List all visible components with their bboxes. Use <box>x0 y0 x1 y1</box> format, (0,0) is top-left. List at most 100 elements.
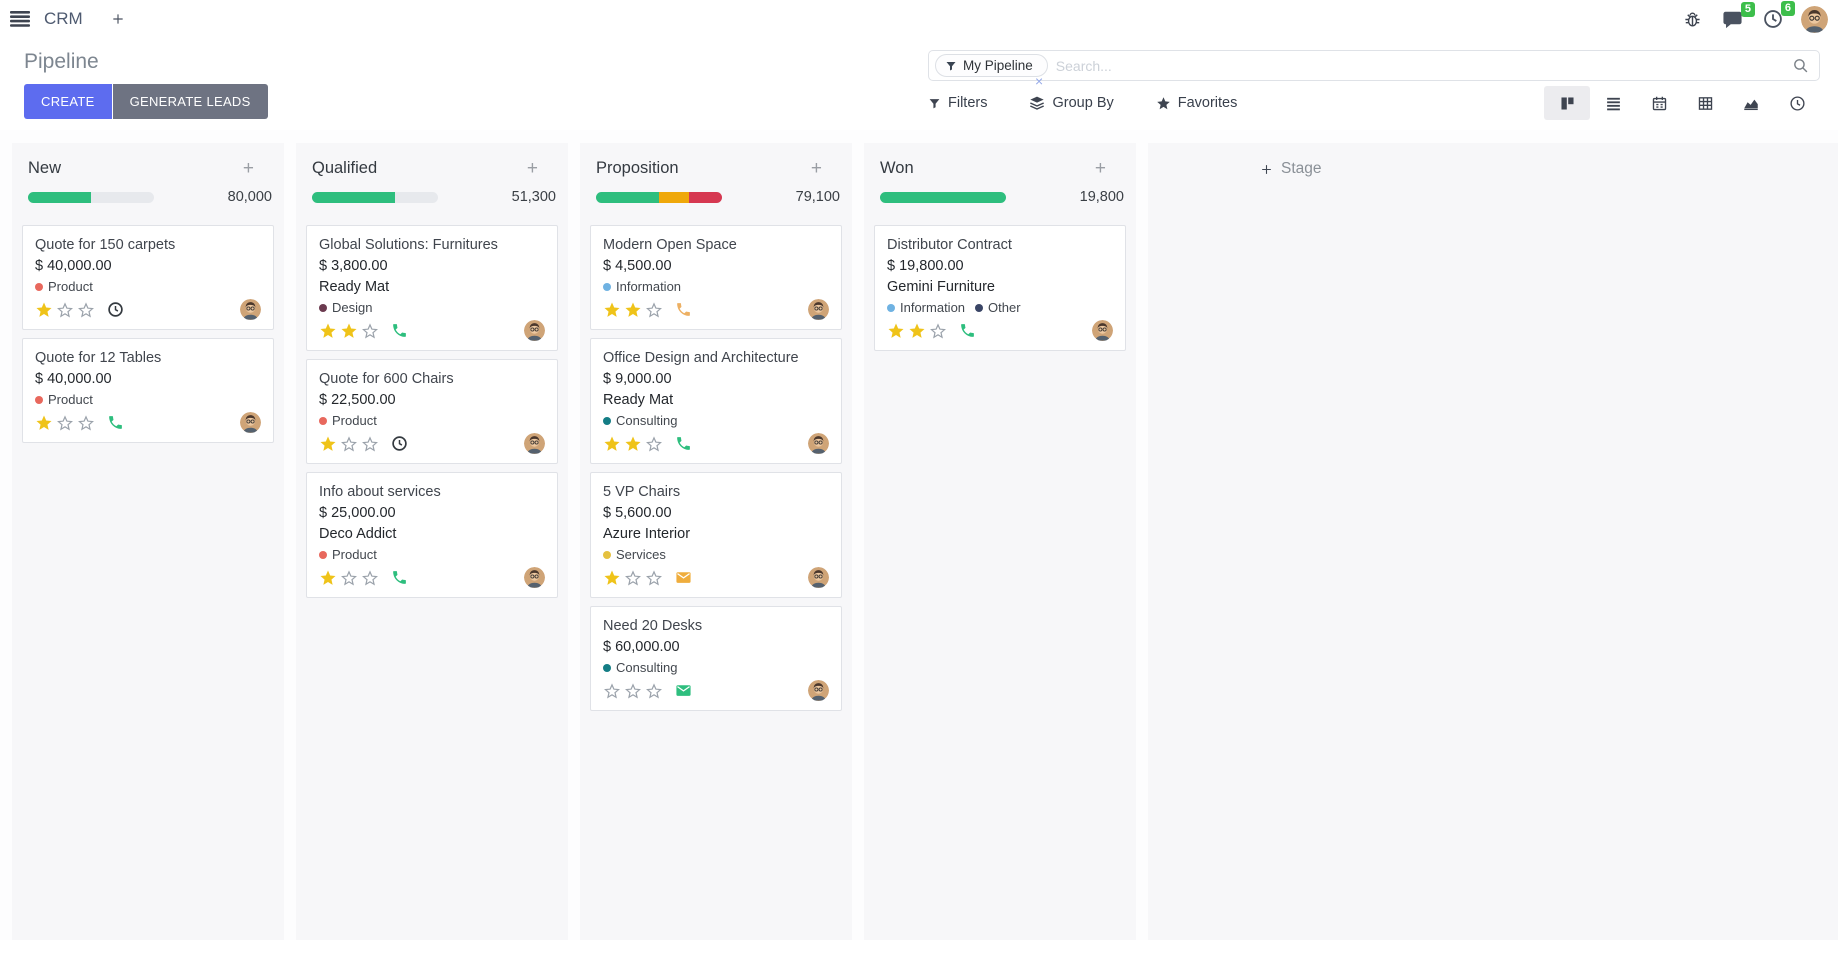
view-pivot-icon[interactable] <box>1682 86 1728 120</box>
search-facet-my-pipeline[interactable]: My Pipeline <box>935 54 1048 77</box>
star-empty-icon[interactable] <box>645 569 663 587</box>
progress-segment[interactable] <box>659 191 690 203</box>
progress-segment[interactable] <box>880 191 1006 203</box>
kanban-card[interactable]: Need 20 Desks $ 60,000.00 Consulting <box>590 606 842 711</box>
star-filled-icon[interactable] <box>603 569 621 587</box>
app-name[interactable]: CRM <box>44 9 83 28</box>
view-activity-icon[interactable] <box>1774 86 1820 120</box>
salesperson-avatar[interactable] <box>524 433 545 454</box>
star-filled-icon[interactable] <box>624 435 642 453</box>
column-progressbar[interactable] <box>596 191 722 203</box>
salesperson-avatar[interactable] <box>240 412 261 433</box>
filters-menu[interactable]: Filters <box>928 89 987 117</box>
salesperson-avatar[interactable] <box>524 320 545 341</box>
debug-bug-icon[interactable] <box>1681 8 1704 31</box>
view-graph-icon[interactable] <box>1728 86 1774 120</box>
star-empty-icon[interactable] <box>56 301 74 319</box>
salesperson-avatar[interactable] <box>1092 320 1113 341</box>
salesperson-avatar[interactable] <box>808 299 829 320</box>
star-empty-icon[interactable] <box>77 301 95 319</box>
phone-activity-icon[interactable] <box>675 301 692 318</box>
star-empty-icon[interactable] <box>624 569 642 587</box>
progress-segment[interactable] <box>596 191 659 203</box>
star-filled-icon[interactable] <box>624 301 642 319</box>
kanban-card[interactable]: Quote for 600 Chairs $ 22,500.00 Product <box>306 359 558 464</box>
clock-activity-icon[interactable] <box>391 435 408 452</box>
search-bar[interactable]: My Pipeline × <box>928 50 1820 88</box>
nav-plus-icon[interactable] <box>109 10 127 28</box>
salesperson-avatar[interactable] <box>808 433 829 454</box>
salesperson-avatar[interactable] <box>808 680 829 701</box>
progress-segment[interactable] <box>28 191 91 203</box>
kanban-card[interactable]: 5 VP Chairs $ 5,600.00 Azure Interior Serv… <box>590 472 842 598</box>
star-empty-icon[interactable] <box>624 682 642 700</box>
column-progressbar[interactable] <box>28 191 154 203</box>
star-empty-icon[interactable] <box>645 301 663 319</box>
facet-remove-icon[interactable]: × <box>1035 73 1044 89</box>
star-filled-icon[interactable] <box>340 322 358 340</box>
phone-activity-icon[interactable] <box>391 569 408 586</box>
star-filled-icon[interactable] <box>887 322 905 340</box>
control-panel: Pipeline CREATE GENERATE LEADS My Pipeli… <box>0 38 1838 130</box>
kanban-card[interactable]: Quote for 150 carpets $ 40,000.00 Product <box>22 225 274 330</box>
star-filled-icon[interactable] <box>603 301 621 319</box>
view-calendar-icon[interactable] <box>1636 86 1682 120</box>
star-empty-icon[interactable] <box>645 682 663 700</box>
phone-activity-icon[interactable] <box>107 414 124 431</box>
column-progressbar[interactable] <box>312 191 438 203</box>
star-filled-icon[interactable] <box>35 301 53 319</box>
salesperson-avatar[interactable] <box>240 299 261 320</box>
view-list-icon[interactable] <box>1590 86 1636 120</box>
star-empty-icon[interactable] <box>340 435 358 453</box>
apps-menu-icon[interactable] <box>8 9 32 29</box>
envelope-activity-icon[interactable] <box>675 569 692 586</box>
add-stage-button[interactable]: Stage <box>1260 160 1322 178</box>
search-input[interactable] <box>1055 57 1792 74</box>
salesperson-avatar[interactable] <box>524 567 545 588</box>
column-quick-add-icon[interactable]: + <box>1094 158 1106 179</box>
column-quick-add-icon[interactable]: + <box>242 158 254 179</box>
generate-leads-button[interactable]: GENERATE LEADS <box>112 84 268 119</box>
column-quick-add-icon[interactable]: + <box>526 158 538 179</box>
kanban-card[interactable]: Global Solutions: Furnitures $ 3,800.00 R… <box>306 225 558 351</box>
kanban-card[interactable]: Modern Open Space $ 4,500.00 Information <box>590 225 842 330</box>
kanban-card[interactable]: Quote for 12 Tables $ 40,000.00 Product <box>22 338 274 443</box>
column-progressbar[interactable] <box>880 191 1006 203</box>
activities-clock-icon[interactable]: 6 <box>1761 1 1795 31</box>
kanban-card[interactable]: Office Design and Architecture $ 9,000.0… <box>590 338 842 464</box>
star-empty-icon[interactable] <box>603 682 621 700</box>
phone-activity-icon[interactable] <box>959 322 976 339</box>
star-filled-icon[interactable] <box>319 569 337 587</box>
star-empty-icon[interactable] <box>645 435 663 453</box>
salesperson-avatar[interactable] <box>808 567 829 588</box>
messages-icon[interactable]: 5 <box>1720 1 1755 31</box>
create-button[interactable]: CREATE <box>24 84 112 119</box>
star-empty-icon[interactable] <box>340 569 358 587</box>
clock-activity-icon[interactable] <box>107 301 124 318</box>
star-empty-icon[interactable] <box>361 435 379 453</box>
progress-segment[interactable] <box>312 191 396 203</box>
phone-activity-icon[interactable] <box>391 322 408 339</box>
star-filled-icon[interactable] <box>35 414 53 432</box>
star-empty-icon[interactable] <box>77 414 95 432</box>
star-empty-icon[interactable] <box>929 322 947 340</box>
column-quick-add-icon[interactable]: + <box>810 158 822 179</box>
star-empty-icon[interactable] <box>361 569 379 587</box>
star-filled-icon[interactable] <box>319 435 337 453</box>
view-kanban-icon[interactable] <box>1544 86 1590 120</box>
kanban-card[interactable]: Info about services $ 25,000.00 Deco Addi… <box>306 472 558 598</box>
favorites-menu[interactable]: Favorites <box>1156 89 1237 117</box>
star-empty-icon[interactable] <box>361 322 379 340</box>
group-by-menu[interactable]: Group By <box>1029 89 1114 117</box>
star-empty-icon[interactable] <box>56 414 74 432</box>
kanban-column-proposition: Proposition + 79,100 Modern Open Space $… <box>580 143 852 940</box>
phone-activity-icon[interactable] <box>675 435 692 452</box>
kanban-card[interactable]: Distributor Contract $ 19,800.00 Gemini F… <box>874 225 1126 351</box>
star-filled-icon[interactable] <box>319 322 337 340</box>
user-avatar[interactable] <box>1801 5 1828 33</box>
search-icon[interactable] <box>1792 57 1809 74</box>
star-filled-icon[interactable] <box>603 435 621 453</box>
progress-segment[interactable] <box>689 191 722 203</box>
envelope-activity-icon[interactable] <box>675 682 692 699</box>
star-filled-icon[interactable] <box>908 322 926 340</box>
